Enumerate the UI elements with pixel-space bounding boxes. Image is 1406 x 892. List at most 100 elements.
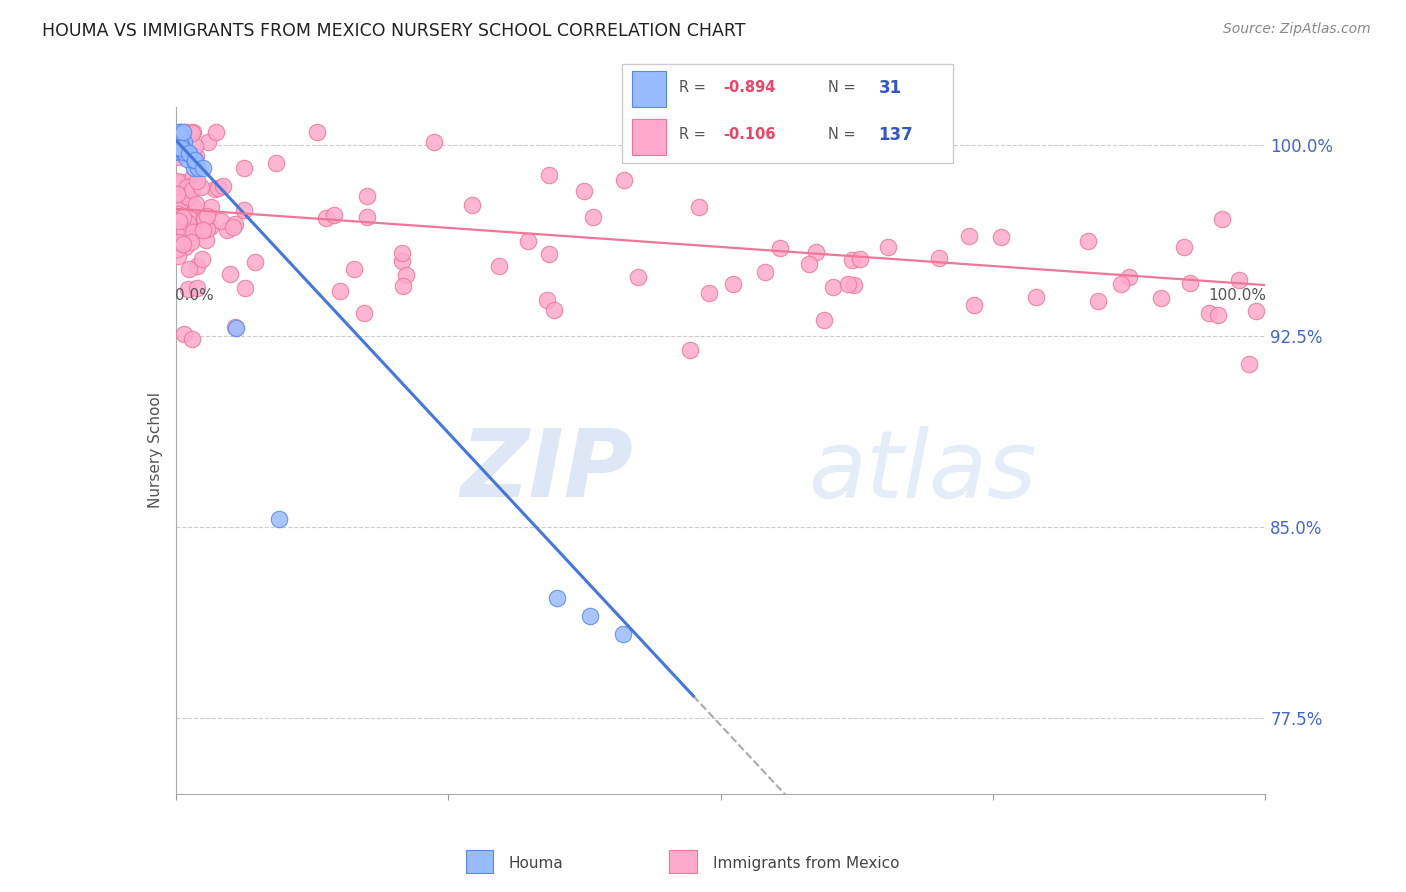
Point <box>170 141 193 155</box>
Point <box>392 279 415 293</box>
Point <box>173 135 195 149</box>
Text: atlas: atlas <box>807 425 1036 516</box>
Point <box>177 189 200 203</box>
Point <box>837 277 859 292</box>
Point <box>1211 212 1233 227</box>
Point <box>461 198 484 212</box>
Point <box>990 229 1012 244</box>
Point <box>183 153 205 168</box>
Point <box>1180 276 1202 290</box>
Point <box>823 280 845 294</box>
Point <box>176 180 198 194</box>
Point <box>322 208 344 222</box>
Point <box>193 223 215 237</box>
Text: Immigrants from Mexico: Immigrants from Mexico <box>713 856 900 871</box>
Point <box>225 321 247 335</box>
Point <box>170 138 193 153</box>
Point <box>166 144 188 158</box>
Point <box>180 127 202 141</box>
Point <box>167 145 190 160</box>
Point <box>177 216 200 230</box>
Point <box>184 153 207 168</box>
Text: Houma: Houma <box>509 856 564 871</box>
Point <box>186 281 208 295</box>
Point <box>181 169 204 184</box>
Point <box>1150 291 1173 305</box>
Point <box>307 126 329 140</box>
Point <box>1198 306 1220 320</box>
Point <box>172 126 194 140</box>
Point <box>315 211 337 225</box>
Point <box>184 197 207 211</box>
Point <box>181 225 204 239</box>
Point <box>166 175 188 189</box>
Text: ZIP: ZIP <box>461 425 633 517</box>
Point <box>1077 235 1099 249</box>
Point <box>186 174 208 188</box>
Point <box>488 259 510 273</box>
Point <box>177 146 200 161</box>
Point <box>1237 357 1260 371</box>
Point <box>181 332 204 346</box>
Y-axis label: Nursery School: Nursery School <box>148 392 163 508</box>
Point <box>579 608 602 623</box>
Point <box>538 247 561 261</box>
Point <box>166 198 188 212</box>
Point <box>212 178 235 193</box>
Point <box>170 235 193 250</box>
Text: 100.0%: 100.0% <box>1209 288 1267 302</box>
Point <box>844 277 866 292</box>
Point <box>167 235 190 249</box>
Point <box>167 249 190 263</box>
Point <box>572 184 595 198</box>
Point <box>167 141 190 155</box>
Point <box>217 223 239 237</box>
Point <box>183 161 205 175</box>
Point <box>167 126 190 140</box>
Point <box>204 181 226 195</box>
Point <box>172 237 194 252</box>
Point <box>166 150 188 164</box>
Point <box>193 212 215 227</box>
Point <box>167 148 190 162</box>
Point <box>169 136 191 150</box>
Point <box>394 268 416 282</box>
Point <box>180 180 202 194</box>
FancyBboxPatch shape <box>621 64 953 163</box>
Point <box>166 174 188 188</box>
Point <box>200 220 222 235</box>
Point <box>769 241 792 255</box>
Point <box>170 186 193 201</box>
Point <box>174 126 197 140</box>
Point <box>343 261 366 276</box>
Point <box>194 233 217 247</box>
Point <box>166 142 188 156</box>
Point <box>166 136 188 150</box>
Text: N =: N = <box>828 128 860 142</box>
Point <box>186 149 208 163</box>
Point <box>190 180 212 194</box>
Point <box>166 242 188 256</box>
Point <box>546 591 568 605</box>
Point <box>177 282 200 296</box>
Point <box>170 194 193 209</box>
Point <box>264 156 287 170</box>
Point <box>543 303 565 318</box>
Point <box>187 161 209 175</box>
Point <box>183 139 205 153</box>
Point <box>166 136 188 150</box>
Point <box>207 181 229 195</box>
Point <box>172 144 194 158</box>
Point <box>205 126 228 140</box>
Point <box>170 211 193 225</box>
Point <box>179 231 201 245</box>
Point <box>232 161 254 176</box>
Point <box>813 313 835 327</box>
Text: Source: ZipAtlas.com: Source: ZipAtlas.com <box>1223 22 1371 37</box>
Point <box>167 203 190 218</box>
Point <box>197 135 219 149</box>
Point <box>177 189 200 203</box>
Point <box>167 213 190 227</box>
Point <box>1087 293 1109 308</box>
Point <box>174 186 197 201</box>
